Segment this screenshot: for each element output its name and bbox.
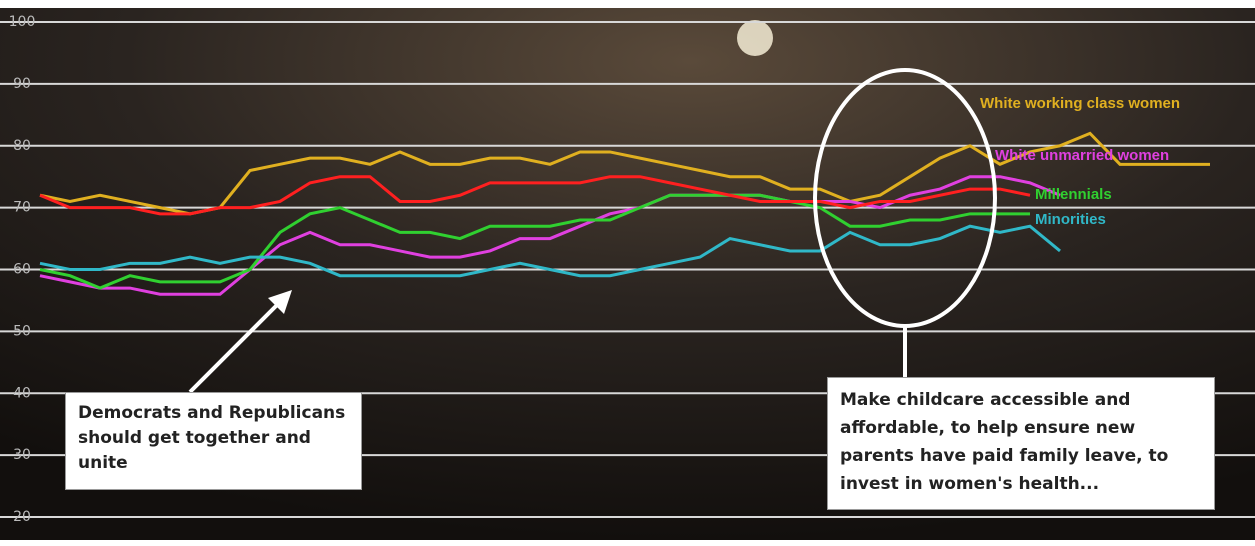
annotation-box: Democrats and Republicans should get tog… — [65, 392, 362, 490]
series-label: White unmarried women — [995, 147, 1169, 164]
y-tick-label: 40 — [13, 385, 31, 401]
series-label: White working class women — [980, 95, 1180, 112]
y-tick-label: 90 — [13, 76, 31, 92]
y-tick-label: 20 — [13, 509, 31, 525]
series-label: Minorities — [1035, 211, 1106, 228]
annotation-box: Make childcare accessible and affordable… — [827, 377, 1215, 510]
y-tick-label: 80 — [13, 138, 31, 154]
light — [737, 20, 773, 56]
chart-frame: 20 30 40 50 60 70 80 90 100 White working class … — [0, 0, 1255, 546]
y-tick-label: 60 — [13, 262, 31, 278]
y-tick-label: 100 — [9, 14, 36, 30]
y-tick-label: 70 — [13, 200, 31, 216]
y-tick-label: 30 — [13, 447, 31, 463]
series-label: Millennials — [1035, 186, 1112, 203]
y-tick-label: 50 — [13, 323, 31, 339]
